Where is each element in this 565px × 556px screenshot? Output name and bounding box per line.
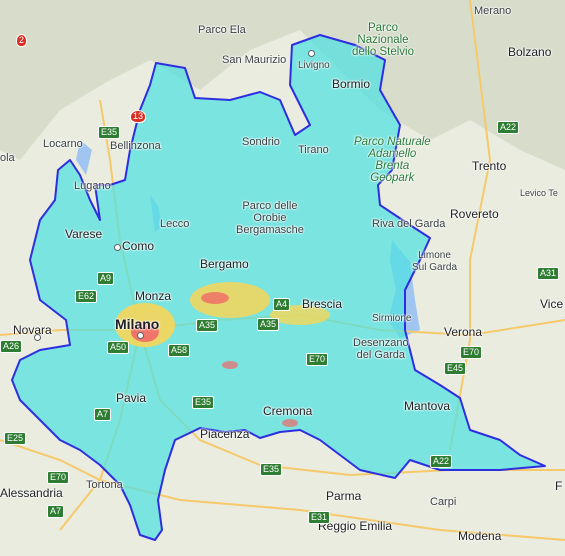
- road-shield-e70-b: E70: [460, 346, 483, 359]
- place-label-mantova: Mantova: [404, 399, 451, 413]
- milano-dot: [137, 332, 144, 339]
- urban-heat: [115, 282, 330, 427]
- road-shield-13: 13: [130, 110, 147, 123]
- road-shield-a26: A26: [0, 340, 23, 353]
- region-polygon[interactable]: [11, 34, 546, 541]
- road-shield-e35: E35: [98, 126, 121, 139]
- place-label-piacenza: Piacenza: [200, 427, 250, 441]
- road-shield-a22: A22: [497, 121, 520, 134]
- place-label-sirmione: Sirmione: [372, 313, 412, 324]
- place-label-limone: Limone Sul Garda: [412, 250, 458, 273]
- place-label-como: Como: [122, 239, 155, 253]
- place-label-trento: Trento: [472, 159, 507, 173]
- road-shield-e35-c: E35: [260, 463, 283, 476]
- place-label-monza: Monza: [135, 289, 172, 303]
- place-label-bergamo: Bergamo: [200, 257, 249, 271]
- place-label-milano: Milano: [115, 316, 160, 332]
- road-shield-e70-c: E70: [47, 471, 70, 484]
- como-dot: [114, 244, 121, 251]
- place-label-pavia: Pavia: [116, 391, 147, 405]
- road-shield-e35-b: E35: [192, 396, 215, 409]
- place-label-modena: Modena: [458, 529, 502, 543]
- place-label-bolzano: Bolzano: [508, 45, 552, 59]
- place-label-lugano: Lugano: [74, 180, 111, 192]
- road-shield-e62: E62: [75, 290, 98, 303]
- road-shield-a9: A9: [97, 272, 115, 285]
- place-label-levico: Levico Te: [520, 188, 558, 198]
- place-label-lecco: Lecco: [160, 218, 190, 230]
- place-label-varese: Varese: [65, 227, 103, 241]
- place-label-sondrio: Sondrio: [242, 136, 280, 148]
- place-label-rovereto: Rovereto: [450, 207, 499, 221]
- road-shield-a50: A50: [107, 341, 130, 354]
- road-shield-a35-b: A35: [257, 318, 280, 331]
- place-label-reggio-emilia: Reggio Emilia: [318, 519, 393, 533]
- road-shield-a4: A4: [273, 298, 291, 311]
- place-label-locarno: Locarno: [43, 138, 83, 150]
- place-label-parma: Parma: [326, 489, 362, 503]
- place-label-merano: Merano: [474, 5, 512, 17]
- place-label-livigno: Livigno: [298, 60, 330, 71]
- livigno-dot: [308, 50, 315, 57]
- place-label-desenzano: Desenzano del Garda: [353, 337, 409, 361]
- road-shield-a35: A35: [196, 319, 219, 332]
- place-label-novara: Novara: [13, 323, 52, 337]
- place-label-orobie: Parco delle Orobie Bergamasche: [236, 200, 304, 236]
- place-label-bormio: Bormio: [332, 77, 371, 91]
- place-label-brescia: Brescia: [302, 297, 343, 311]
- place-label-tirano: Tirano: [298, 144, 329, 156]
- place-label-adamello: Parco Naturale Adamello Brenta Geopark: [354, 136, 431, 184]
- place-label-tortona: Tortona: [86, 479, 123, 491]
- road-shield-a58: A58: [168, 344, 191, 357]
- place-label-cremona: Cremona: [263, 404, 313, 418]
- road-shield-2: 2: [16, 34, 28, 47]
- road-shield-e25: E25: [4, 432, 27, 445]
- place-label-stelvio: Parco Nazionale dello Stelvio: [352, 22, 415, 58]
- novara-dot: [34, 334, 41, 341]
- road-shield-a7: A7: [94, 408, 112, 421]
- road-shield-a22-b: A22: [430, 455, 453, 468]
- road-shield-a7-b: A7: [47, 505, 65, 518]
- terrain-shading: [0, 0, 565, 170]
- place-label-verona: Verona: [444, 325, 483, 339]
- place-label-ola: ola: [0, 152, 15, 164]
- place-label-san-maurizio: San Maurizio: [222, 54, 287, 66]
- place-label-parco-ela: Parco Ela: [198, 24, 246, 36]
- place-label-bellinzona: Bellinzona: [110, 140, 161, 152]
- place-label-f-edge: F: [555, 479, 563, 493]
- place-label-riva: Riva del Garda: [372, 218, 446, 230]
- place-label-carpi: Carpi: [430, 496, 457, 508]
- place-label-vicenza: Vice: [540, 297, 564, 311]
- road-shield-e70: E70: [306, 353, 329, 366]
- road-shield-e45: E45: [444, 362, 467, 375]
- road-shield-a31: A31: [537, 267, 560, 280]
- place-label-alessandria: Alessandria: [0, 486, 63, 500]
- road-shield-e31: E31: [308, 511, 331, 524]
